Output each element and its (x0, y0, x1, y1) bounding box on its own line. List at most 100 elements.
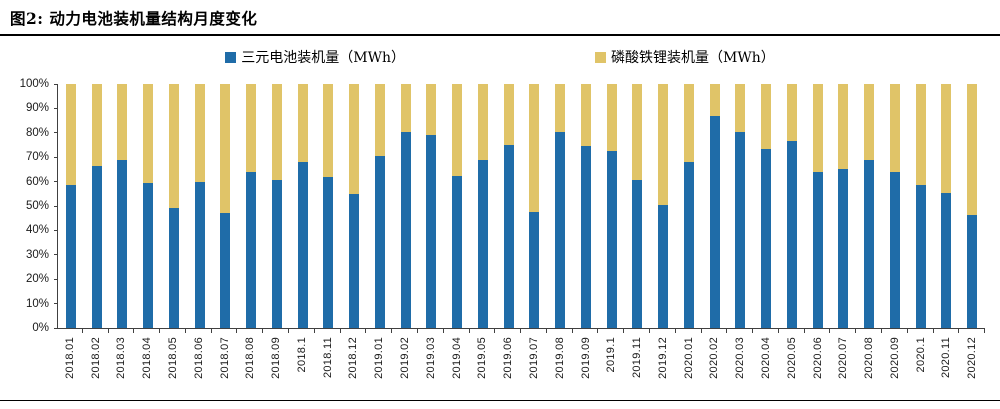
bar-column-2018.09 (264, 84, 290, 328)
y-tick-label: 50% (25, 200, 49, 212)
x-tick-mark (676, 329, 702, 333)
bar-segment-lfp (658, 84, 669, 205)
x-axis-label: 2020.08 (863, 337, 876, 379)
bar-stack (761, 84, 772, 328)
bar-segment-ternary (529, 212, 540, 328)
figure-bottom-rule (0, 399, 1000, 401)
bar-stack (297, 84, 308, 328)
bar-segment-ternary (503, 145, 514, 328)
bar-segment-ternary (889, 171, 900, 328)
y-tick-label: 40% (25, 224, 49, 237)
bar-segment-lfp (220, 84, 231, 214)
x-axis-label-cell: 2018.06 (186, 334, 212, 396)
bar-segment-ternary (555, 131, 566, 328)
y-tick-mark (54, 107, 58, 109)
bar-column-2018.11 (316, 84, 342, 328)
bar-stack (271, 84, 282, 328)
x-axis-label: 2020.09 (888, 337, 901, 379)
bar-column-2019.05 (470, 84, 496, 328)
figure-title-bar: 图2: 动力电池装机量结构月度变化 (0, 0, 1000, 36)
x-axis-ticks (57, 329, 986, 333)
x-tick-mark (83, 329, 109, 333)
bar-segment-ternary (220, 213, 231, 328)
bar-stack (452, 84, 463, 328)
bar-segment-ternary (65, 185, 76, 328)
bar-column-2018.04 (135, 84, 161, 328)
bar-segment-ternary (632, 180, 643, 328)
x-axis-label-cell: 2019.07 (521, 334, 547, 396)
x-axis-label: 2020.05 (785, 337, 798, 379)
x-tick-mark (856, 329, 882, 333)
x-axis-label: 2019.01 (373, 337, 386, 379)
bar-column-2020.07 (831, 84, 857, 328)
bar-stack (864, 84, 875, 328)
y-tick-label: 30% (25, 248, 49, 261)
x-axis-label: 2019.11 (631, 337, 644, 379)
x-axis-label: 2018.09 (270, 337, 283, 379)
y-tick-label: 80% (25, 126, 49, 139)
x-axis-label-cell: 2018.04 (134, 334, 160, 396)
bar-segment-lfp (864, 84, 875, 160)
x-axis-label: 2019.1 (605, 337, 618, 373)
bar-stack (915, 84, 926, 328)
x-tick-mark (598, 329, 625, 333)
bar-column-2018.07 (213, 84, 239, 328)
bar-column-2019.03 (419, 84, 445, 328)
bar-segment-ternary (683, 162, 694, 328)
bar-segment-lfp (709, 84, 720, 116)
bar-segment-lfp (941, 84, 952, 193)
bar-segment-lfp (632, 84, 643, 181)
bar-stack (477, 84, 488, 328)
x-tick-mark (212, 329, 238, 333)
bar-stack (168, 84, 179, 328)
x-tick-mark (57, 329, 83, 333)
bar-column-2019.07 (522, 84, 548, 328)
x-axis-label-cell: 2020.07 (830, 334, 856, 396)
x-axis-label: 2020.02 (708, 337, 721, 379)
bar-stack (91, 84, 102, 328)
bar-stack (632, 84, 643, 328)
x-axis-label-cell: 2019.05 (470, 334, 496, 396)
bar-stack (838, 84, 849, 328)
x-axis-label-cell: 2018.05 (160, 334, 186, 396)
x-axis-label: 2020.12 (966, 337, 979, 379)
x-axis-label-cell: 2019.08 (547, 334, 573, 396)
x-axis-label: 2019.02 (399, 337, 412, 379)
x-axis-label: 2020.01 (682, 337, 695, 379)
bar-segment-lfp (786, 84, 797, 142)
legend-label-lfp: 磷酸铁锂装机量（MWh） (611, 50, 775, 66)
x-axis-label-cell: 2020.11 (934, 334, 960, 396)
bar-segment-ternary (246, 171, 257, 328)
bar-stack (786, 84, 797, 328)
bar-segment-lfp (400, 84, 411, 132)
bar-column-2020.08 (856, 84, 882, 328)
bar-stack (735, 84, 746, 328)
y-tick-mark (54, 229, 58, 231)
bar-stack (709, 84, 720, 328)
x-axis-label: 2019.03 (424, 337, 437, 379)
x-axis-label: 2019.05 (476, 337, 489, 379)
bar-segment-ternary (786, 141, 797, 328)
y-tick-label: 90% (25, 102, 49, 115)
bar-stack (349, 84, 360, 328)
bar-column-2020.04 (753, 84, 779, 328)
x-tick-mark (830, 329, 857, 333)
bar-segment-lfp (297, 84, 308, 163)
x-axis-label: 2018.08 (244, 337, 257, 379)
bar-stack (323, 84, 334, 328)
x-axis-label-cell: 2020.08 (856, 334, 882, 396)
x-tick-mark (237, 329, 264, 333)
x-axis-label-cell: 2019.04 (444, 334, 470, 396)
bar-stack (606, 84, 617, 328)
bar-column-2020.01 (676, 84, 702, 328)
bar-stack (503, 84, 514, 328)
x-axis-label: 2019.09 (579, 337, 592, 379)
bar-segment-ternary (194, 181, 205, 328)
y-tick-mark (54, 254, 58, 256)
bar-segment-lfp (761, 84, 772, 149)
chart-legend: 三元电池装机量（MWh） 磷酸铁锂装机量（MWh） (0, 47, 1000, 67)
bar-segment-ternary (143, 182, 154, 328)
bar-segment-lfp (117, 84, 128, 160)
bar-column-2019.06 (496, 84, 522, 328)
x-axis-label-cell: 2018.12 (341, 334, 367, 396)
